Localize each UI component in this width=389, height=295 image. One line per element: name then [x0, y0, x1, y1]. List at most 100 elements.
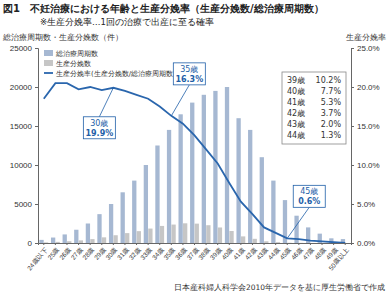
y2-tick-mark — [351, 126, 354, 127]
y2-axis-title: 生産分娩率 — [346, 33, 386, 42]
y-tick: 15000 — [10, 122, 38, 131]
y2-tick: 5.0% — [351, 200, 375, 209]
legend: 総治療周期数生産分娩数生産分娩率(生産分娩数/総治療周期数) — [44, 50, 176, 78]
bar — [79, 240, 83, 243]
y2-tick: 10.0% — [351, 161, 380, 170]
y2-tick-mark — [351, 204, 354, 205]
x-tick-label: 27歳 — [69, 246, 84, 261]
x-tick-label: 24歳以下 — [26, 246, 50, 272]
y2-tick-label: 0.0% — [357, 239, 375, 248]
bar — [74, 230, 78, 243]
bar — [121, 192, 125, 243]
bar — [264, 241, 268, 243]
y2-tick-mark — [351, 48, 354, 49]
table-category: 43歳 — [287, 120, 305, 129]
callout-value: 16.3% — [175, 75, 203, 84]
x-tick-label: 43歳 — [255, 246, 270, 261]
x-tick-mark — [124, 243, 125, 245]
y2-axis: 0.0%5.0%10.0%15.0%20.0%25.0% — [351, 44, 380, 248]
legend-item: 生産分娩率(生産分娩数/総治療周期数) — [44, 70, 176, 78]
x-tick-label: 40歳 — [220, 246, 235, 261]
y-tick: 20000 — [10, 83, 38, 92]
y2-tick-mark — [351, 165, 354, 166]
x-tick-label: 47歳 — [301, 246, 316, 261]
callout: 45歳0.6% — [287, 185, 325, 238]
bar — [287, 242, 291, 243]
bar — [86, 224, 90, 244]
annotations: 30歳19.9%35歳16.3%45歳0.6% — [83, 63, 325, 238]
bar — [102, 237, 106, 243]
bar — [202, 95, 206, 243]
x-tick-mark — [345, 243, 346, 245]
bar — [90, 239, 94, 243]
y-tick-mark — [35, 243, 38, 244]
callout-leader — [99, 88, 113, 117]
bar — [183, 223, 187, 243]
x-tick: 24歳以下 — [26, 243, 50, 272]
x-tick-label: 28歳 — [81, 246, 96, 261]
legend-label: 生産分娩率(生産分娩数/総治療周期数) — [56, 70, 176, 78]
y2-tick: 15.0% — [351, 122, 380, 131]
y2-tick: 25.0% — [351, 44, 380, 53]
y-tick: 5000 — [14, 200, 38, 209]
bar — [299, 242, 303, 243]
table-value: 10.2% — [316, 76, 342, 85]
x-tick-mark — [264, 243, 265, 245]
x-tick-label: 42歳 — [243, 246, 258, 261]
bar — [44, 242, 48, 243]
y-tick-label: 10000 — [10, 161, 33, 170]
bar — [206, 225, 210, 243]
bar — [39, 240, 43, 243]
y-tick-mark — [35, 126, 38, 127]
bar — [178, 114, 182, 243]
bar — [167, 130, 171, 243]
bar — [144, 165, 148, 243]
x-tick-label: 30歳 — [104, 246, 119, 261]
x-tick-mark — [148, 243, 149, 245]
x-tick-mark — [90, 243, 91, 245]
x-tick: 50歳以上 — [327, 243, 351, 272]
x-axis: 24歳以下25歳26歳27歳28歳29歳30歳31歳32歳33歳34歳35歳36… — [26, 243, 352, 272]
y2-axis-line — [352, 49, 355, 244]
legend-item: 総治療周期数 — [44, 50, 98, 58]
plot: 0 5000 10000 15000 20000 25000 0.0% 5.0% 10.0% 15… — [10, 44, 380, 272]
table-box — [282, 72, 346, 144]
bar — [229, 231, 233, 243]
x-axis-line — [39, 244, 352, 246]
y-tick: 0 — [28, 239, 38, 248]
x-tick-mark — [322, 243, 323, 245]
bar — [345, 243, 349, 244]
x-tick-mark — [287, 243, 288, 245]
table-category: 42歳 — [287, 109, 305, 118]
x-tick-label: 33歳 — [139, 246, 154, 261]
y-tick-mark — [35, 165, 38, 166]
bar — [67, 241, 71, 243]
y-tick-label: 25000 — [10, 44, 33, 53]
bar — [276, 242, 280, 243]
x-tick-label: 41歳 — [232, 246, 247, 261]
bar — [218, 227, 222, 243]
legend-label: 総治療周期数 — [55, 50, 98, 58]
bar — [225, 87, 229, 243]
source: 日本産科婦人科学会2010年データを基に厚生労働省で作成 — [174, 283, 385, 292]
bar — [271, 181, 275, 243]
table-value: 7.7% — [321, 87, 342, 96]
x-tick-mark — [171, 243, 172, 245]
legend-swatch — [44, 50, 53, 56]
table-category: 44歳 — [287, 131, 305, 140]
x-tick-mark — [240, 243, 241, 245]
x-tick-mark — [55, 243, 56, 245]
table-value: 5.3% — [321, 98, 342, 107]
callout-box — [293, 185, 325, 207]
y-axis: 0 5000 10000 15000 20000 25000 — [10, 44, 39, 248]
x-tick-label: 37歳 — [185, 246, 200, 261]
x-tick-label: 36歳 — [174, 246, 189, 261]
table-value: 3.7% — [321, 109, 342, 118]
bar — [253, 239, 257, 243]
x-tick-mark — [252, 243, 253, 245]
callout-leader — [171, 85, 189, 116]
bar — [109, 204, 113, 243]
x-tick-label: 45歳 — [278, 246, 293, 261]
y-axis-title: 総治療周期数・生産分娩数（件） — [2, 33, 123, 42]
callout-value: 0.6% — [298, 197, 320, 206]
